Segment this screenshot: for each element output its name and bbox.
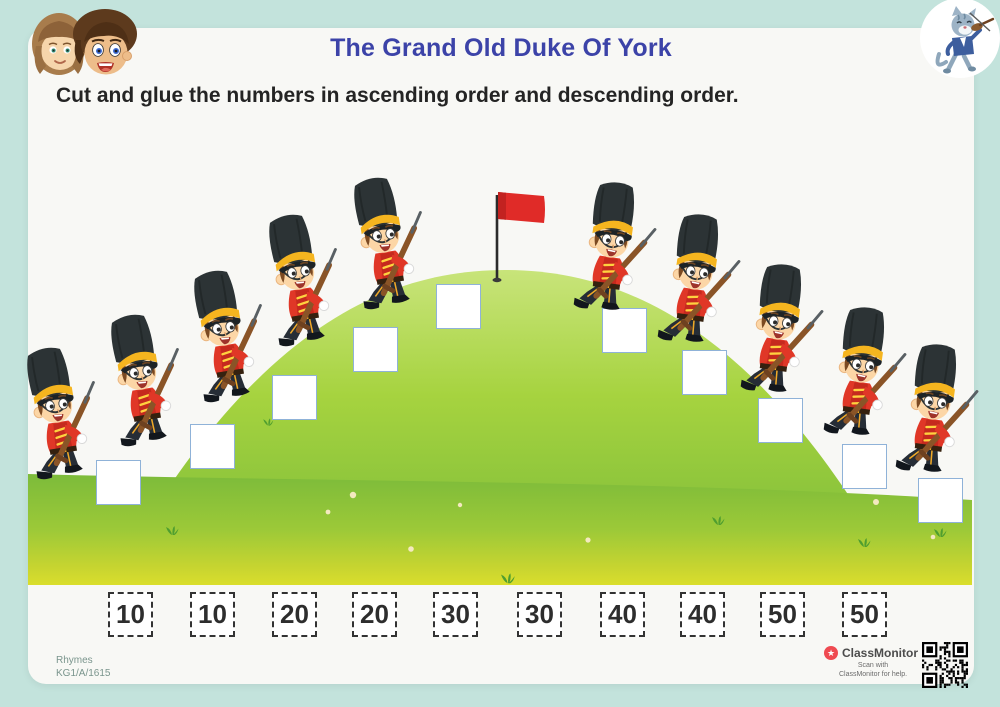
brand-name: ClassMonitor — [842, 646, 919, 660]
page-title: The Grand Old Duke Of York — [330, 34, 672, 62]
footer-brand: ★ ClassMonitor Scan with ClassMonitor fo… — [824, 642, 974, 688]
grass-field — [28, 474, 972, 585]
kids-mascot-icon — [32, 9, 137, 75]
scan-caption: Scan with ClassMonitor for help. — [834, 662, 912, 679]
classmonitor-logo-icon: ★ — [824, 646, 838, 660]
scan-caption-line1: Scan with — [857, 662, 889, 669]
field-dots — [325, 491, 936, 552]
scan-caption-line2: ClassMonitor for help. — [838, 670, 908, 678]
footer-sheet-code: KG1/A/1615 — [56, 668, 111, 679]
hill-scene — [28, 192, 972, 585]
instruction-text: Cut and glue the numbers in ascending or… — [56, 84, 739, 107]
footer-category: Rhymes — [56, 655, 93, 666]
brand-row: ★ ClassMonitor — [824, 646, 974, 660]
cat-fiddle-mascot-icon — [920, 0, 1000, 78]
footer-code: Rhymes KG1/A/1615 — [56, 654, 110, 680]
qr-code — [922, 642, 968, 688]
flag — [492, 192, 545, 283]
